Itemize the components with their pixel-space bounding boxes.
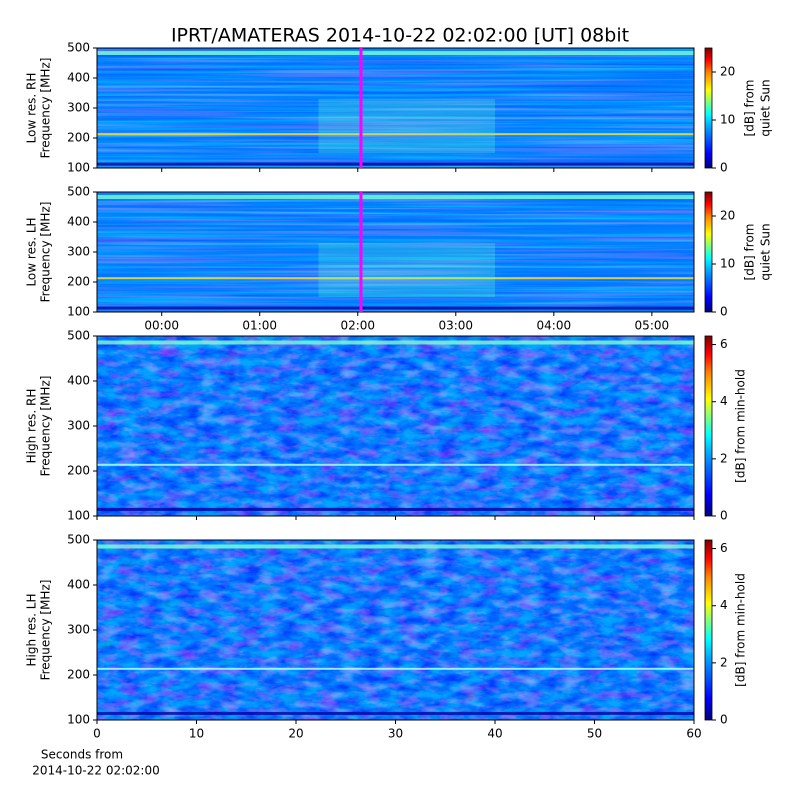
y-tick-label: 300 (67, 419, 90, 433)
band (97, 195, 694, 199)
y-tick-label: 500 (67, 41, 90, 55)
colorbar (704, 191, 713, 313)
spectrogram-texture (97, 540, 694, 720)
spectrogram-texture (97, 192, 694, 312)
y-tick-label: 100 (67, 713, 90, 727)
spectrogram-texture (97, 336, 694, 516)
x-tick-label: 05:00 (635, 319, 670, 333)
colorbar-tick-label: 10 (720, 113, 735, 127)
x-tick-label: 00:00 (144, 319, 179, 333)
y-axis-label: Low res. LH (25, 217, 39, 286)
y-tick-label: 200 (67, 131, 90, 145)
band (97, 507, 694, 511)
colorbar (704, 47, 713, 169)
x-tick-label: 03:00 (438, 319, 473, 333)
y-axis-label: Frequency [MHz] (39, 202, 53, 303)
band (97, 51, 694, 55)
y-tick-label: 400 (67, 374, 90, 388)
colorbar-label: quiet Sun (759, 79, 773, 136)
band (97, 306, 694, 310)
y-tick-label: 200 (67, 464, 90, 478)
x-tick-label: 50 (587, 727, 602, 741)
colorbar-tick-label: 10 (720, 257, 735, 271)
y-tick-label: 400 (67, 71, 90, 85)
colorbar-tick-label: 2 (720, 655, 728, 669)
colorbar-tick-label: 0 (720, 713, 728, 727)
colorbar-tick-label: 4 (720, 598, 728, 612)
band (97, 340, 694, 345)
colorbar-tick-label: 4 (720, 394, 728, 408)
y-axis-label: High res. RH (25, 389, 39, 464)
y-axis-label: Frequency [MHz] (39, 376, 53, 477)
colorbar-tick-label: 20 (720, 65, 735, 79)
y-tick-label: 500 (67, 329, 90, 343)
x-tick-label: 01:00 (242, 319, 277, 333)
colorbar-tick-label: 6 (720, 541, 728, 555)
x-tick-label: 10 (189, 727, 204, 741)
y-axis-label: Frequency [MHz] (39, 58, 53, 159)
y-tick-label: 300 (67, 245, 90, 259)
x-tick-label: 30 (388, 727, 403, 741)
colorbar-label: [dB] from (743, 80, 757, 137)
chart-title: IPRT/AMATERAS 2014-10-22 02:02:00 [UT] 0… (171, 25, 629, 47)
y-tick-label: 200 (67, 668, 90, 682)
colorbar-tick-label: 2 (720, 451, 728, 465)
y-axis-label: Low res. RH (25, 73, 39, 144)
y-tick-label: 500 (67, 533, 90, 547)
band (97, 463, 694, 466)
y-axis-label: Frequency [MHz] (39, 580, 53, 681)
band (97, 133, 694, 136)
colorbar-tick-label: 20 (720, 209, 735, 223)
band (97, 667, 694, 670)
x-tick-label: 20 (288, 727, 303, 741)
y-tick-label: 200 (67, 275, 90, 289)
x-tick-label: 40 (487, 727, 502, 741)
band (97, 544, 694, 549)
x-tick-label: 60 (686, 727, 701, 741)
glow (318, 99, 495, 153)
y-tick-label: 100 (67, 161, 90, 175)
y-tick-label: 300 (67, 623, 90, 637)
y-tick-label: 300 (67, 101, 90, 115)
x-axis-label: Seconds from (41, 748, 123, 762)
band (97, 277, 694, 280)
x-tick-label: 0 (93, 727, 101, 741)
x-tick-label: 04:00 (537, 319, 572, 333)
colorbar (704, 335, 713, 517)
y-tick-label: 100 (67, 305, 90, 319)
x-axis-label: 2014-10-22 02:02:00 (32, 764, 159, 778)
colorbar-label: [dB] from (743, 224, 757, 281)
spectrogram-texture (97, 48, 694, 168)
colorbar-tick-label: 0 (720, 161, 728, 175)
colorbar-tick-label: 6 (720, 337, 728, 351)
colorbar (704, 539, 713, 721)
y-tick-label: 400 (67, 578, 90, 592)
colorbar-tick-label: 0 (720, 305, 728, 319)
colorbar-label: [dB] from min-hold (734, 369, 748, 483)
y-tick-label: 500 (67, 185, 90, 199)
band (97, 162, 694, 166)
x-tick-label: 02:00 (340, 319, 375, 333)
y-tick-label: 400 (67, 215, 90, 229)
glow (318, 243, 495, 297)
colorbar-tick-label: 0 (720, 509, 728, 523)
colorbar-label: [dB] from min-hold (734, 573, 748, 687)
y-tick-label: 100 (67, 509, 90, 523)
y-axis-label: High res. LH (25, 593, 39, 666)
band (97, 711, 694, 715)
colorbar-label: quiet Sun (759, 223, 773, 280)
